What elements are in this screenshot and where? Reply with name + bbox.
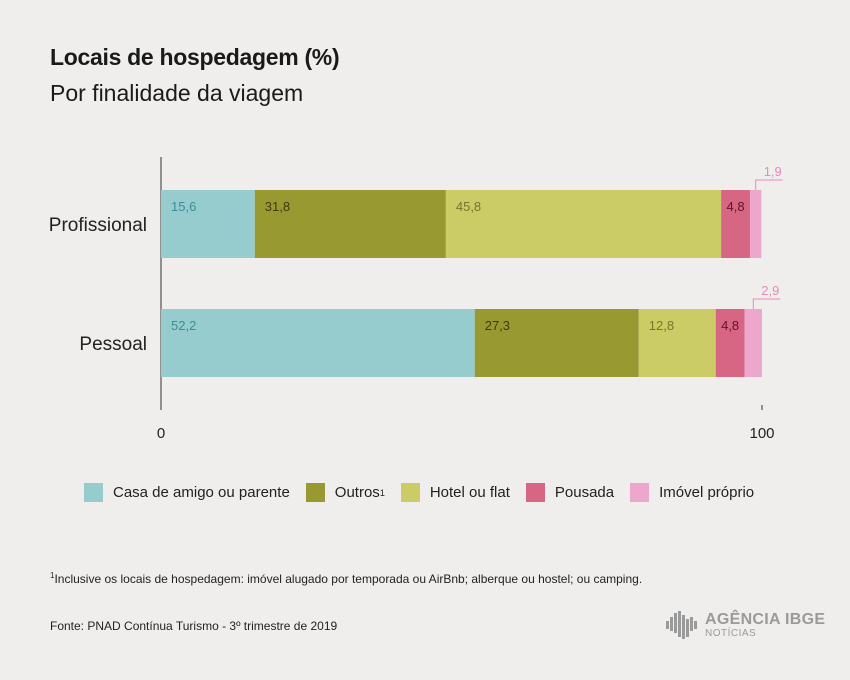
- legend-item: Outros 1: [305, 483, 385, 502]
- data-label: 45,8: [456, 199, 481, 214]
- legend-swatch: [630, 483, 650, 502]
- callout-line: [752, 298, 781, 309]
- legend-item: Casa de amigo ou parente: [84, 483, 290, 502]
- legend-label: Outros: [334, 484, 380, 501]
- data-label: 4,8: [727, 199, 745, 214]
- bar-segment: [715, 309, 745, 377]
- legend-swatch: [84, 483, 103, 502]
- ibge-mark-icon: [666, 611, 697, 639]
- data-label: 12,8: [649, 318, 674, 333]
- bar-segment: [749, 190, 762, 258]
- data-label: 2,9: [761, 283, 779, 298]
- agencia-ibge-logo: AGÊNCIA IBGE NOTÍCIAS: [666, 611, 825, 639]
- bar-segment: [161, 190, 255, 258]
- bar-segment: [638, 309, 716, 377]
- bar-segment: [445, 190, 722, 258]
- data-label: 31,8: [265, 199, 290, 214]
- footnote: 1Inclusive os locais de hospedagem: imóv…: [50, 571, 642, 586]
- legend-label: Imóvel próprio: [659, 484, 755, 501]
- data-label: 27,3: [485, 318, 510, 333]
- bar-segment: [721, 190, 750, 258]
- data-label: 15,6: [171, 199, 196, 214]
- logo-main-text: AGÊNCIA IBGE: [705, 610, 826, 628]
- category-label: Profissional: [49, 215, 147, 236]
- x-tick-label: 100: [749, 425, 774, 442]
- legend-swatch: [400, 483, 420, 502]
- legend-superscript: 1: [379, 487, 385, 498]
- bar-segment: [744, 309, 762, 377]
- footnote-marker: 1: [50, 571, 55, 580]
- footnote-text: Inclusive os locais de hospedagem: imóve…: [54, 572, 643, 586]
- legend-item: Hotel ou flat: [400, 483, 510, 502]
- data-label: 1,9: [764, 164, 782, 179]
- legend-item: Pousada: [525, 483, 615, 502]
- chart-subtitle: Por finalidade da viagem: [50, 80, 304, 106]
- callout-line: [755, 179, 783, 190]
- stacked-bar-chart: 0 100 Profissional 15,6 31,8 45,8 4,8 1,9 Pessoa…: [49, 157, 783, 442]
- data-label: 4,8: [721, 318, 739, 333]
- bar-segment: [254, 190, 446, 258]
- data-label: 52,2: [171, 318, 196, 333]
- x-tick-label: 0: [157, 425, 165, 442]
- chart-title: Locais de hospedagem (%): [50, 44, 340, 70]
- logo-sub-text: NOTÍCIAS: [705, 627, 757, 639]
- category-label: Pessoal: [79, 334, 147, 355]
- legend-item: Imóvel próprio: [630, 483, 754, 502]
- legend-swatch: [525, 483, 545, 502]
- bar-segment: [474, 309, 639, 377]
- bar-segment: [161, 309, 475, 377]
- source-note: Fonte: PNAD Contínua Turismo - 3º trimes…: [50, 619, 338, 633]
- legend: Casa de amigo ou parente Outros 1 Hotel ou …: [84, 483, 770, 502]
- legend-swatch: [305, 483, 325, 502]
- legend-label: Casa de amigo ou parente: [113, 484, 290, 501]
- legend-label: Pousada: [554, 484, 615, 501]
- legend-label: Hotel ou flat: [429, 484, 510, 501]
